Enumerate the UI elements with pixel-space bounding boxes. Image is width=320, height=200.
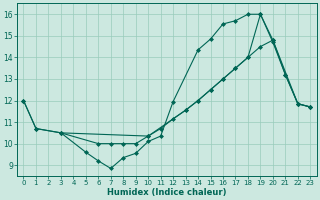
X-axis label: Humidex (Indice chaleur): Humidex (Indice chaleur) (107, 188, 227, 197)
